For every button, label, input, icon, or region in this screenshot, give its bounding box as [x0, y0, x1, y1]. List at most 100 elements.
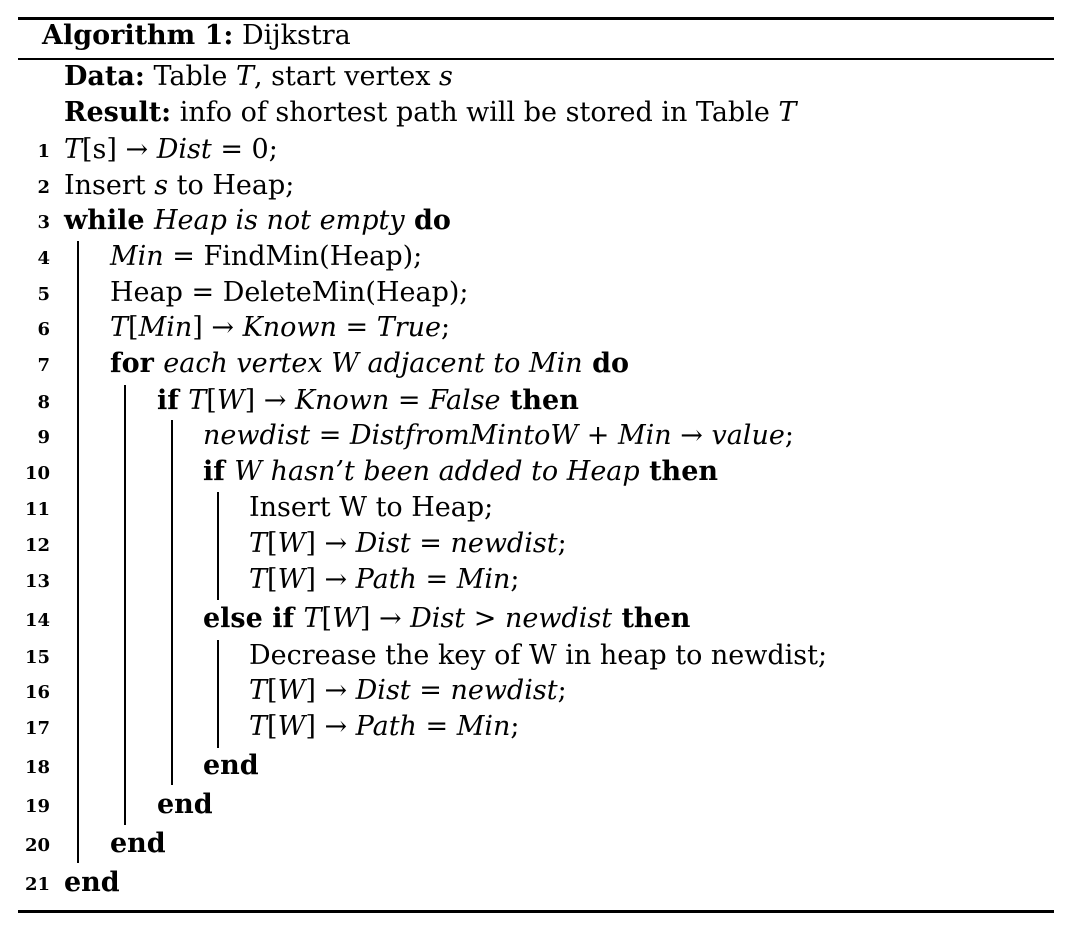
code-line-19: end	[157, 789, 213, 820]
code-text: =	[336, 312, 377, 343]
line-number: 9	[37, 427, 50, 448]
algorithm-name: Dijkstra	[242, 20, 351, 51]
code-text: Decrease the key of W in heap to newdist…	[249, 640, 828, 671]
while-block-bar	[77, 241, 79, 863]
line-number: 13	[24, 571, 50, 592]
line-number: 6	[37, 319, 50, 340]
code-line-21: end	[64, 867, 120, 898]
code-text: Insert W to Heap;	[249, 492, 494, 523]
if-known-block-bar	[171, 420, 173, 785]
bottom-rule	[18, 910, 1054, 913]
result-line: Result: info of shortest path will be st…	[64, 97, 796, 128]
code-text: [s] →	[82, 134, 157, 165]
code-line-14: else if T[W] → Dist > newdist then	[203, 603, 690, 634]
keyword: for	[110, 348, 164, 379]
math-term: T	[249, 711, 268, 742]
keyword: then	[639, 456, 718, 487]
keyword: end	[64, 867, 120, 898]
math-term: DistfromMintoW	[349, 420, 579, 451]
line-number: 17	[24, 718, 50, 739]
keyword: end	[203, 750, 259, 781]
line-number: 5	[37, 284, 50, 305]
code-line-7: for each vertex W adjacent to Min do	[110, 348, 629, 379]
math-term: W	[216, 385, 245, 416]
code-text: ] →	[305, 675, 356, 706]
result-label: Result:	[64, 97, 172, 128]
code-text: ;	[440, 312, 451, 343]
data-var-t: T	[235, 61, 254, 92]
code-line-4: Min = FindMin(Heap);	[110, 241, 422, 272]
math-term: True	[376, 312, 441, 343]
keyword: do	[404, 205, 451, 236]
if-added-block-bar	[217, 492, 219, 600]
math-term: value	[711, 420, 785, 451]
code-text: to Heap;	[168, 170, 295, 201]
math-term: Dist	[355, 675, 411, 706]
code-line-16: T[W] → Dist = newdist;	[249, 675, 567, 706]
math-term: Min	[138, 312, 193, 343]
math-term: T	[110, 312, 129, 343]
code-text: ;	[784, 420, 794, 451]
data-label: Data:	[64, 61, 145, 92]
math-term: Path	[355, 564, 417, 595]
code-line-12: T[W] → Dist = newdist;	[249, 528, 567, 559]
math-term: W	[277, 711, 306, 742]
code-text: ;	[510, 711, 520, 742]
line-number: 3	[37, 212, 50, 233]
code-text: =	[389, 385, 430, 416]
code-text: [	[206, 385, 217, 416]
code-text: ;	[557, 675, 567, 706]
math-term: Dist	[355, 528, 411, 559]
code-text: =	[410, 528, 451, 559]
code-line-10: if W hasn’t been added to Heap then	[203, 456, 718, 487]
keyword: end	[157, 789, 213, 820]
code-text: =	[310, 420, 350, 451]
line-number: 16	[24, 682, 50, 703]
code-text: [	[267, 675, 278, 706]
code-text: = 0;	[211, 134, 278, 165]
code-text: =	[416, 564, 457, 595]
code-text: [	[321, 603, 333, 634]
data-line: Data: Table T, start vertex s	[64, 61, 453, 92]
keyword: if	[157, 385, 189, 416]
math-term: T	[303, 603, 322, 634]
code-text: ;	[510, 564, 520, 595]
code-line-8: if T[W] → Known = False then	[157, 385, 579, 416]
code-line-5: Heap = DeleteMin(Heap);	[110, 277, 469, 308]
math-term: Dist	[410, 603, 466, 634]
math-term: Min	[617, 420, 672, 451]
math-term: T	[64, 134, 83, 165]
math-term: False	[429, 385, 501, 416]
math-term: W	[277, 564, 306, 595]
math-term: Min	[110, 241, 164, 272]
math-term: W hasn’t been added to Heap	[234, 456, 640, 487]
data-var-s: s	[439, 61, 453, 92]
data-text-mid: , start vertex	[253, 61, 440, 92]
code-text: [	[267, 564, 278, 595]
line-number: 2	[37, 177, 50, 198]
keyword: then	[612, 603, 691, 634]
keyword: else if	[203, 603, 304, 634]
math-term: s	[154, 170, 169, 201]
math-term: newdist	[450, 675, 558, 706]
code-text: [	[128, 312, 139, 343]
code-line-1: T[s] → Dist = 0;	[64, 134, 278, 165]
code-text: +	[578, 420, 618, 451]
code-line-17: T[W] → Path = Min;	[249, 711, 520, 742]
code-text: =	[416, 711, 457, 742]
code-text: ] →	[192, 312, 243, 343]
code-line-13: T[W] → Path = Min;	[249, 564, 520, 595]
code-text: = FindMin(Heap);	[163, 241, 423, 272]
math-term: Known	[294, 385, 390, 416]
code-text: ] →	[244, 385, 295, 416]
title-rule	[18, 58, 1054, 60]
keyword: then	[500, 385, 579, 416]
keyword: end	[110, 828, 166, 859]
code-line-20: end	[110, 828, 166, 859]
math-term: W	[277, 675, 306, 706]
code-line-3: while Heap is not empty do	[64, 205, 451, 236]
math-term: newdist	[450, 528, 558, 559]
line-number: 7	[37, 355, 50, 376]
code-line-11: Insert W to Heap;	[249, 492, 493, 523]
math-term: newdist	[504, 603, 613, 634]
